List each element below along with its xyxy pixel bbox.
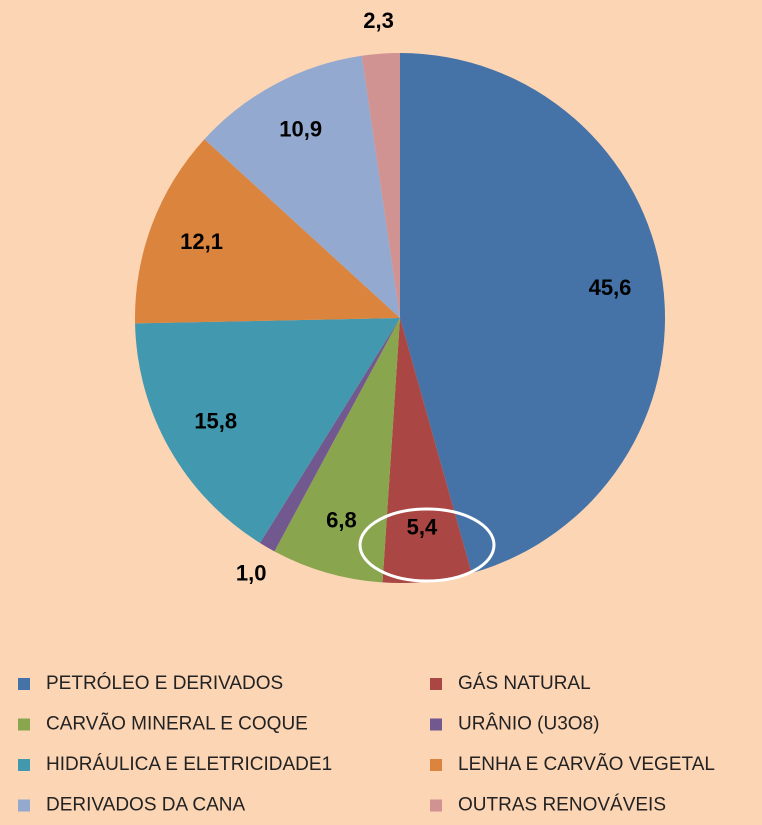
highlight-ellipse [358, 507, 496, 583]
pie-slice [135, 318, 400, 543]
legend-swatch [430, 678, 442, 690]
legend-swatch [430, 759, 442, 771]
data-label: 10,9 [279, 117, 322, 142]
pie-slice [382, 318, 472, 583]
data-label: 6,8 [326, 508, 357, 533]
legend-swatch [18, 718, 30, 731]
legend-label: GÁS NATURAL [458, 673, 591, 694]
data-label: 5,4 [407, 515, 438, 540]
pie-slice [274, 318, 400, 583]
legend-swatch [18, 759, 30, 771]
pie [134, 53, 665, 583]
legend-label: DERIVADOS DA CANA [46, 795, 246, 816]
pie-slice [400, 53, 665, 574]
legend-swatch [18, 799, 30, 812]
pie-slice [204, 55, 400, 318]
pie-slice [361, 53, 400, 318]
legend-label: LENHA E CARVÃO VEGETAL [458, 753, 715, 775]
data-label: 1,0 [236, 561, 267, 586]
legend-label: CARVÃO MINERAL E COQUE [46, 713, 308, 735]
legend-label: URÂNIO (U3O8) [458, 713, 599, 735]
legend-label: HIDRÁULICA E ELETRICIDADE1 [46, 754, 332, 775]
data-label: 15,8 [194, 409, 237, 434]
legend-swatch [430, 718, 442, 731]
pie-slice [259, 318, 400, 552]
legend-label: OUTRAS RENOVÁVEIS [458, 795, 666, 816]
legend-label: PETRÓLEO E DERIVADOS [46, 672, 283, 694]
data-label: 12,1 [180, 229, 223, 254]
legend-swatch [430, 799, 442, 812]
data-label: 2,3 [363, 8, 394, 33]
pie-slice [134, 139, 400, 324]
data-label: 45,6 [589, 275, 632, 300]
legend-swatch [18, 678, 30, 690]
